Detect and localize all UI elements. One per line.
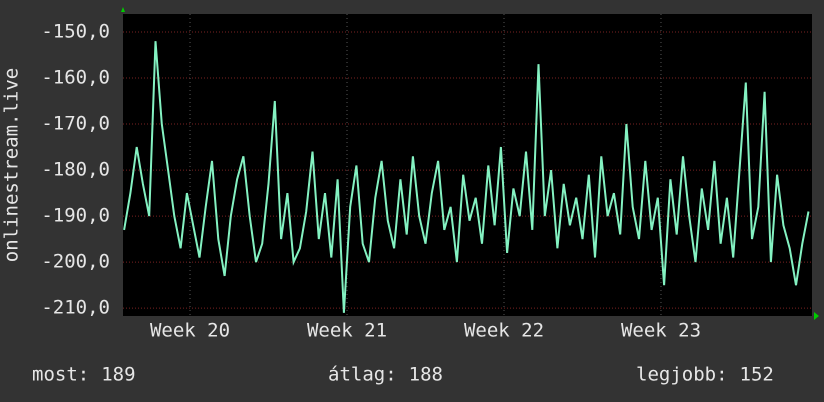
stat-label: legjobb:: [636, 364, 728, 386]
data-line: [123, 41, 810, 313]
x-tick-label: Week 22: [464, 320, 544, 342]
y-tick-label: -200,0: [41, 251, 110, 273]
x-axis-arrow: [814, 312, 819, 320]
y-tick-label: -180,0: [41, 159, 110, 181]
stat-label: átlag:: [328, 364, 397, 386]
plot-area: [123, 14, 812, 316]
stat-value: 152: [740, 364, 774, 386]
y-tick-label: -190,0: [41, 205, 110, 227]
x-tick-label: Week 20: [150, 320, 230, 342]
x-tick-label: Week 21: [307, 320, 387, 342]
stat-value: 188: [409, 364, 443, 386]
y-tick-label: -160,0: [41, 66, 110, 88]
y-tick-label: -210,0: [41, 297, 110, 319]
y-axis-arrow: [121, 7, 125, 12]
x-tick-label: Week 23: [621, 320, 701, 342]
y-tick-label: -150,0: [41, 20, 110, 42]
y-tick-label: -170,0: [41, 113, 110, 135]
stat-value: 189: [101, 364, 135, 386]
stat-label: most:: [32, 364, 89, 386]
y-axis-title: onlinestream.live: [1, 68, 23, 262]
